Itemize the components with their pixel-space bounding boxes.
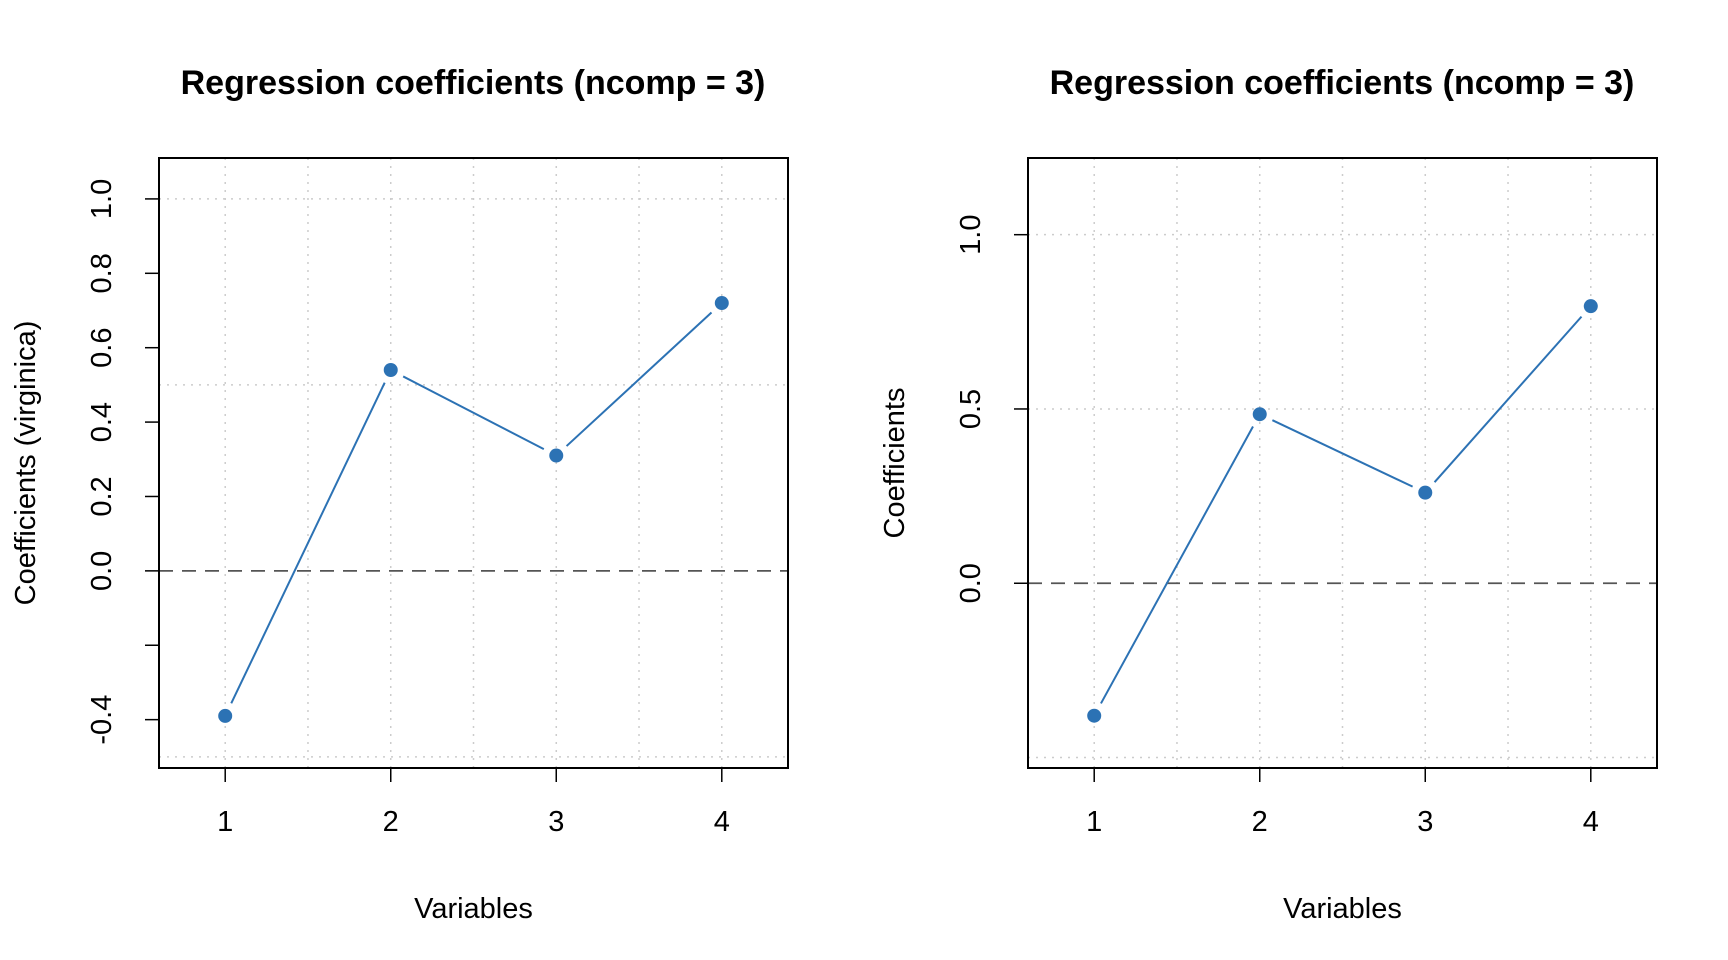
data-point (383, 363, 398, 378)
series-line-segment (1271, 419, 1414, 488)
series-line-segment (1100, 425, 1254, 704)
y-tick-label: 0.6 (86, 328, 118, 368)
series-line-segment (402, 375, 545, 451)
chart-title: Regression coefficients (ncomp = 3) (1050, 64, 1635, 102)
y-tick-label: 0.2 (86, 476, 118, 516)
x-tick-label: 2 (383, 806, 399, 838)
x-tick-label: 4 (714, 806, 730, 838)
y-tick-label: -0.4 (86, 695, 118, 745)
y-tick-label: 0.4 (86, 402, 118, 442)
y-tick-label: 1.0 (86, 179, 118, 219)
y-tick-label: 0.5 (955, 389, 987, 429)
x-tick-label: 3 (1417, 806, 1433, 838)
chart-panel-1: 1 2 3 4 -0.4 0.0 0.2 0.4 0.6 0.8 1.0 Regression coe… (10, 64, 789, 925)
x-tick-label: 4 (1583, 806, 1599, 838)
x-tick-label: 1 (217, 806, 233, 838)
data-point (1252, 407, 1267, 422)
x-tick-label: 2 (1252, 806, 1268, 838)
y-tick-label: 0.0 (955, 563, 987, 603)
series-line-segment (230, 382, 386, 704)
x-axis-label: Variables (1283, 893, 1402, 925)
series-line-segment (565, 311, 713, 447)
plot-frame (158, 157, 789, 769)
data-point (1583, 299, 1598, 314)
x-axis-label: Variables (414, 893, 533, 925)
plot-frame (1027, 157, 1658, 769)
data-point (714, 296, 729, 311)
y-tick-label: 1.0 (955, 215, 987, 255)
y-tick-label: 0.0 (86, 551, 118, 591)
chart-panel-2: 1 2 3 4 0.0 0.5 1.0 Regression coefficients (nc… (879, 64, 1658, 925)
y-axis-label: Coefficients (879, 388, 911, 539)
series-line-segment (1433, 315, 1583, 483)
y-tick-label: 0.8 (86, 253, 118, 293)
x-tick-label: 3 (548, 806, 564, 838)
x-tick-label: 1 (1086, 806, 1102, 838)
y-axis-label: Coefficients (virginica) (10, 321, 42, 606)
data-point (1418, 485, 1433, 500)
data-point (549, 448, 564, 463)
chart-title: Regression coefficients (ncomp = 3) (181, 64, 766, 102)
data-point (218, 708, 233, 723)
data-point (1087, 708, 1102, 723)
